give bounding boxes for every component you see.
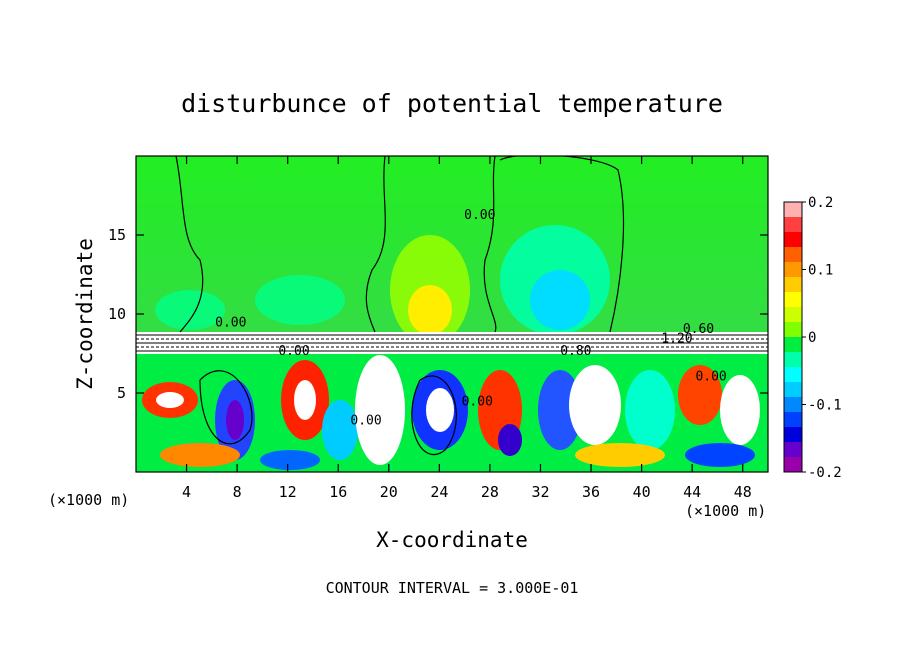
colorbar-swatch [784, 322, 802, 338]
colorbar-swatch [784, 217, 802, 233]
x-unit-label: (×1000 m) [685, 502, 766, 520]
colorbar-swatch [784, 277, 802, 293]
colorbar [783, 201, 803, 473]
contour-label: 0.60 [683, 322, 714, 337]
x-tick-label: 16 [329, 483, 347, 501]
x-tick-label: 40 [633, 483, 651, 501]
colorbar-swatch [784, 457, 802, 473]
contour-label: 1.20 [661, 331, 692, 346]
upper-plume-1-core [408, 285, 452, 335]
colorbar-swatch [784, 412, 802, 428]
contour-label: 0.00 [278, 344, 309, 359]
colorbar-tick-label: -0.2 [808, 465, 842, 481]
y-tick-label: 10 [108, 305, 126, 323]
x-tick-label: 48 [734, 483, 752, 501]
upper-plume-4 [155, 290, 225, 330]
colorbar-swatch [784, 367, 802, 383]
contour-label: 0.00 [350, 414, 381, 429]
colorbar-swatch [784, 262, 802, 278]
y-tick-label: 15 [108, 226, 126, 244]
x-axis-ticks: 4 8 12 16 20 24 28 32 36 40 44 48 [182, 156, 752, 501]
colorbar-swatch [784, 442, 802, 458]
contour-label: 0.00 [464, 208, 495, 223]
colorbar-swatch [784, 352, 802, 368]
colorbar-swatch [784, 337, 802, 353]
colorbar-swatch [784, 232, 802, 248]
colorbar-tick-label: 0 [808, 330, 816, 346]
upper-plume-3 [255, 275, 345, 325]
x-tick-label: 28 [481, 483, 499, 501]
upper-plume-2-core [530, 270, 590, 330]
colorbar-tick-label: 0.1 [808, 263, 833, 279]
chart-title: disturbunce of potential temperature [181, 89, 723, 118]
colorbar-swatch [784, 397, 802, 413]
colorbar-swatch [784, 202, 802, 218]
colorbar-tick-label: 0.2 [808, 195, 833, 211]
contour-label: 0.00 [462, 395, 493, 410]
turbulent-cells [142, 355, 760, 470]
colorbar-swatch [784, 382, 802, 398]
y-tick-label: 5 [117, 384, 126, 402]
x-tick-label: 12 [279, 483, 297, 501]
x-tick-label: 36 [582, 483, 600, 501]
x-tick-label: 4 [182, 483, 191, 501]
x-tick-label: 8 [233, 483, 242, 501]
colorbar-swatch [784, 307, 802, 323]
y-axis-label: Z-coordinate [73, 238, 97, 390]
x-tick-label: 24 [430, 483, 448, 501]
x-tick-label: 20 [380, 483, 398, 501]
colorbar-swatch [784, 427, 802, 443]
x-axis-label: X-coordinate [376, 528, 528, 552]
z-unit-label: (×1000 m) [48, 491, 129, 509]
x-tick-label: 32 [531, 483, 549, 501]
contour-labels: 0.00 0.00 0.00 0.60 0.80 1.20 0.00 0.00 0.00 [215, 208, 727, 428]
colorbar-swatch [784, 247, 802, 263]
plot-area [136, 156, 768, 472]
inversion-contours [136, 334, 768, 352]
colorbar-tick-label: -0.1 [808, 398, 842, 414]
contour-label: 0.00 [215, 316, 246, 331]
contour-lines [175, 156, 625, 456]
colorbar-ticks: 0.2 0.1 0 -0.1 -0.2 [802, 195, 842, 481]
contour-interval-note: CONTOUR INTERVAL = 3.000E-01 [326, 579, 579, 597]
x-tick-label: 44 [683, 483, 701, 501]
colorbar-swatch [784, 292, 802, 308]
contour-label: 0.00 [695, 369, 726, 384]
contour-label: 0.80 [560, 344, 591, 359]
y-axis-ticks: 5 10 15 [108, 226, 768, 402]
